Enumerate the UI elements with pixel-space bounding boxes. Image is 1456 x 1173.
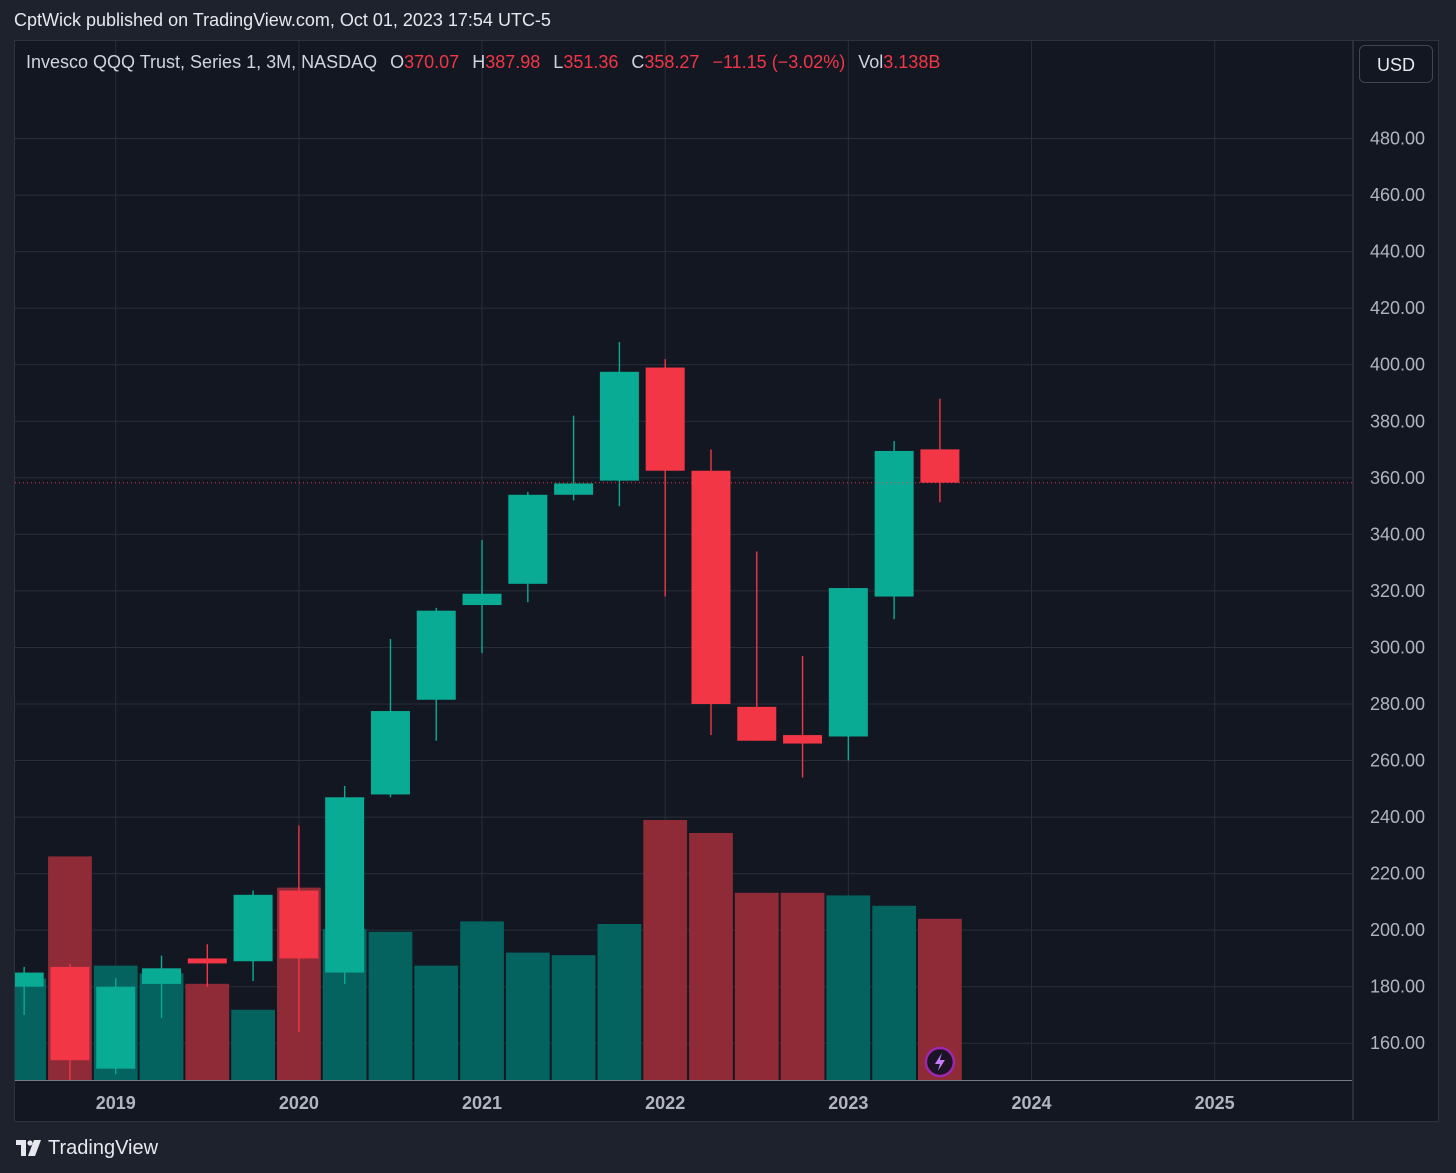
volume-bar: [872, 905, 917, 1080]
publisher-caption: CptWick published on TradingView.com, Oc…: [14, 10, 551, 30]
low-value: 351.36: [563, 52, 619, 72]
volume-bar: [231, 1009, 275, 1080]
footer-brand: TradingView: [16, 1136, 158, 1160]
overlays: [15, 482, 1352, 1078]
symbol-title[interactable]: Invesco QQQ Trust, Series 1, 3M, NASDAQ: [26, 52, 378, 72]
candle-body: [325, 797, 365, 973]
price-tick-label: 360.00: [1370, 468, 1425, 488]
lightning-bolt-icon: [934, 1053, 945, 1071]
volume-bar: [414, 965, 459, 1080]
time-tick-label: 2019: [96, 1093, 136, 1113]
candle-body: [142, 968, 182, 984]
price-tick-label: 240.00: [1370, 807, 1425, 827]
high-label: H: [472, 52, 486, 72]
volume-bar: [597, 924, 642, 1080]
price-tick-label: 480.00: [1370, 129, 1425, 149]
volume-bar: [643, 820, 688, 1080]
price-tick-label: 440.00: [1370, 242, 1425, 262]
time-tick-label: 2022: [645, 1093, 685, 1113]
candles[interactable]: [5, 342, 960, 1091]
time-tick-label: 2020: [279, 1093, 319, 1113]
ohlc-legend: Invesco QQQ Trust, Series 1, 3M, NASDAQ …: [26, 52, 940, 73]
price-tick-label: 280.00: [1370, 694, 1425, 714]
candle-body: [828, 588, 868, 737]
close-value: 358.27: [644, 52, 700, 72]
candle-body: [187, 958, 227, 964]
volume-label: Vol: [858, 52, 884, 72]
candle-body: [783, 735, 823, 744]
candle-body: [554, 483, 594, 495]
candle-body: [279, 890, 319, 959]
volume-bar: [780, 892, 825, 1080]
candle-body: [15, 972, 44, 987]
change-value: −11.15 (−3.02%): [712, 52, 846, 72]
price-tick-label: 300.00: [1370, 637, 1425, 657]
volume-bar: [551, 955, 596, 1080]
candle-body: [737, 706, 777, 741]
candle-body: [599, 371, 639, 481]
price-tick-label: 200.00: [1370, 920, 1425, 940]
price-tick-label: 160.00: [1370, 1033, 1425, 1053]
candle-body: [370, 711, 410, 795]
price-tick-label: 400.00: [1370, 355, 1425, 375]
time-tick-label: 2023: [828, 1093, 868, 1113]
axes: 160.00 180.00 200.00 220.00 240.00 260.00 280.…: [15, 41, 1425, 1120]
close-label: C: [631, 52, 645, 72]
price-tick-label: 320.00: [1370, 581, 1425, 601]
tradingview-logo-icon: [16, 1140, 41, 1156]
volume-bar: [185, 983, 230, 1080]
price-tick-label: 340.00: [1370, 524, 1425, 544]
open-value: 370.07: [404, 52, 460, 72]
volume-bar: [460, 921, 504, 1080]
brand-name: TradingView: [48, 1136, 159, 1159]
price-tick-label: 460.00: [1370, 185, 1425, 205]
candle-body: [96, 986, 136, 1069]
candle-body: [874, 450, 914, 597]
candle-body: [920, 449, 960, 483]
price-tick-label: 380.00: [1370, 411, 1425, 431]
time-tick-label: 2025: [1195, 1093, 1235, 1113]
high-value: 387.98: [485, 52, 541, 72]
volume-bar: [689, 833, 733, 1080]
candle-body: [416, 610, 456, 700]
candle-body: [233, 894, 273, 962]
volume-bar: [15, 978, 47, 1080]
candle-body: [645, 367, 685, 471]
volume-bar: [368, 931, 413, 1080]
time-tick-label: 2021: [462, 1093, 502, 1113]
time-tick-label: 2024: [1011, 1093, 1051, 1113]
currency-button[interactable]: USD: [1359, 45, 1433, 83]
volume-bar: [734, 892, 779, 1080]
price-tick-label: 420.00: [1370, 298, 1425, 318]
price-tick-label: 180.00: [1370, 977, 1425, 997]
candle-body: [50, 966, 90, 1061]
price-tick-label: 260.00: [1370, 751, 1425, 771]
candle-body: [462, 593, 502, 606]
volume-value: 3.138B: [883, 52, 941, 72]
candle-body: [508, 494, 548, 584]
low-label: L: [553, 52, 564, 72]
volume-bar: [505, 952, 550, 1080]
price-tick-label: 220.00: [1370, 864, 1425, 884]
open-label: O: [390, 52, 405, 72]
candle-body: [691, 470, 731, 704]
volume-bar: [826, 895, 871, 1080]
